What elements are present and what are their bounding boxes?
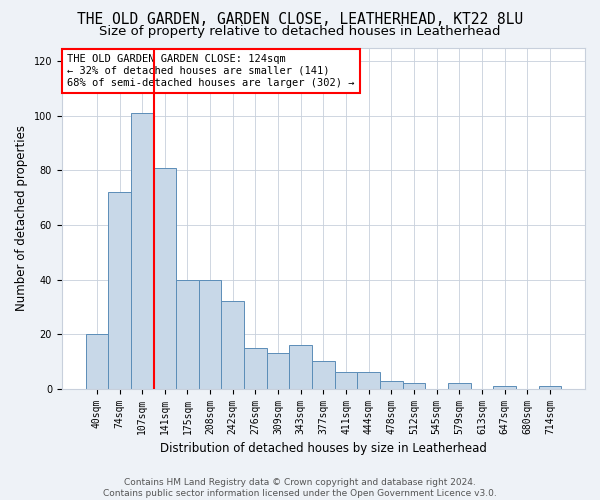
Bar	[176, 280, 199, 388]
X-axis label: Distribution of detached houses by size in Leatherhead: Distribution of detached houses by size …	[160, 442, 487, 455]
Bar	[199, 280, 221, 388]
Bar	[289, 345, 312, 389]
Bar	[244, 348, 267, 389]
Bar	[448, 383, 470, 388]
Bar	[312, 362, 335, 388]
Bar	[221, 302, 244, 388]
Bar	[131, 113, 154, 388]
Bar	[86, 334, 108, 388]
Bar	[154, 168, 176, 388]
Bar	[403, 383, 425, 388]
Bar	[539, 386, 561, 388]
Bar	[267, 353, 289, 388]
Text: THE OLD GARDEN GARDEN CLOSE: 124sqm
← 32% of detached houses are smaller (141)
6: THE OLD GARDEN GARDEN CLOSE: 124sqm ← 32…	[67, 54, 355, 88]
Text: Size of property relative to detached houses in Leatherhead: Size of property relative to detached ho…	[99, 25, 501, 38]
Bar	[493, 386, 516, 388]
Bar	[358, 372, 380, 388]
Bar	[380, 380, 403, 388]
Text: Contains HM Land Registry data © Crown copyright and database right 2024.
Contai: Contains HM Land Registry data © Crown c…	[103, 478, 497, 498]
Bar	[108, 192, 131, 388]
Y-axis label: Number of detached properties: Number of detached properties	[15, 125, 28, 311]
Text: THE OLD GARDEN, GARDEN CLOSE, LEATHERHEAD, KT22 8LU: THE OLD GARDEN, GARDEN CLOSE, LEATHERHEA…	[77, 12, 523, 28]
Bar	[335, 372, 358, 388]
